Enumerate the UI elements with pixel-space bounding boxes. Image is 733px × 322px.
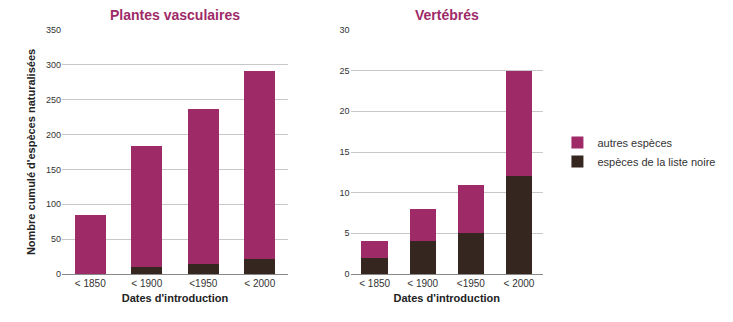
svg-text:300: 300 <box>46 60 61 70</box>
svg-text:autres espèces: autres espèces <box>597 137 672 149</box>
svg-text:espèces de la liste noire: espèces de la liste noire <box>597 156 715 168</box>
svg-text:50: 50 <box>51 234 61 244</box>
svg-text:< 1850: < 1850 <box>359 278 390 289</box>
svg-text:15: 15 <box>340 147 350 157</box>
svg-text:Dates d'introduction: Dates d'introduction <box>122 292 229 304</box>
svg-text:< 2000: < 2000 <box>244 278 275 289</box>
svg-text:20: 20 <box>340 106 350 116</box>
svg-text:150: 150 <box>46 165 61 175</box>
svg-text:Plantes vasculaires: Plantes vasculaires <box>110 7 240 23</box>
svg-text:0: 0 <box>56 269 61 279</box>
svg-text:250: 250 <box>46 95 61 105</box>
svg-text:< 2000: < 2000 <box>504 278 535 289</box>
svg-text:10: 10 <box>340 188 350 198</box>
svg-text:200: 200 <box>46 130 61 140</box>
svg-text:<1950: <1950 <box>189 278 218 289</box>
svg-text:100: 100 <box>46 199 61 209</box>
svg-text:< 1900: < 1900 <box>131 278 162 289</box>
svg-text:<1950: <1950 <box>457 278 486 289</box>
svg-text:30: 30 <box>340 25 350 35</box>
svg-text:25: 25 <box>340 66 350 76</box>
svg-text:< 1900: < 1900 <box>407 278 438 289</box>
svg-text:350: 350 <box>46 25 61 35</box>
svg-text:Vertébrés: Vertébrés <box>415 7 479 23</box>
svg-text:0: 0 <box>345 269 350 279</box>
svg-text:5: 5 <box>345 228 350 238</box>
svg-text:Nombre cumulé d'espèces natura: Nombre cumulé d'espèces naturalisées <box>25 49 37 255</box>
svg-text:< 1850: < 1850 <box>75 278 106 289</box>
svg-text:Dates d'introduction: Dates d'introduction <box>394 292 501 304</box>
